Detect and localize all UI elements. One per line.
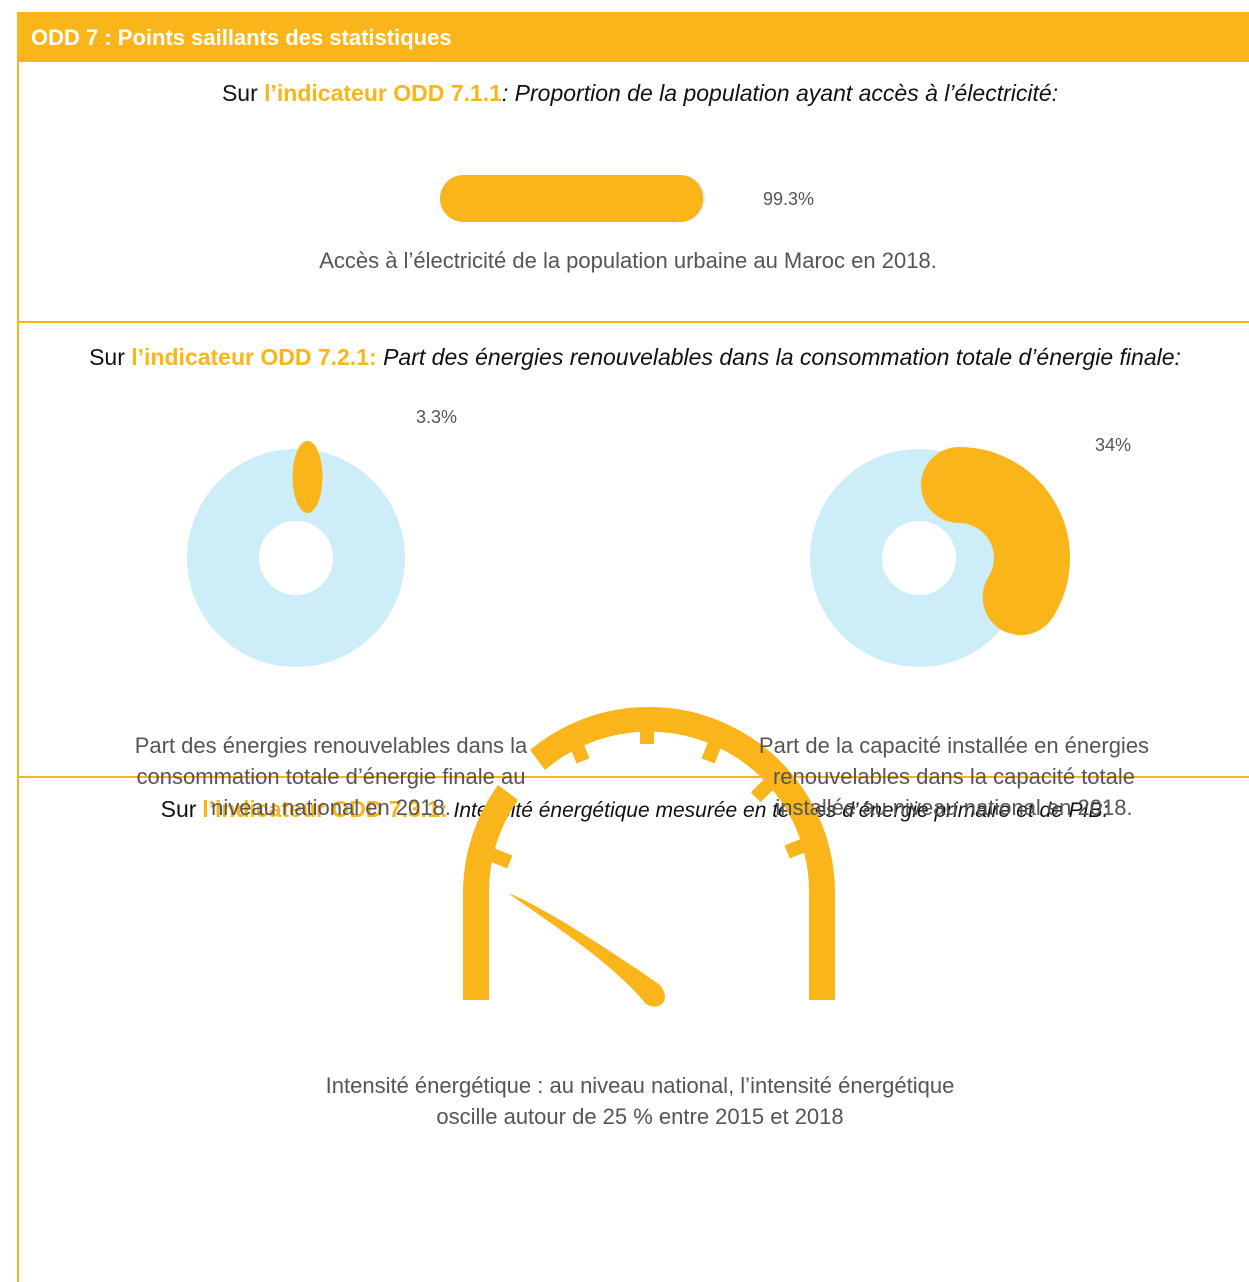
frame-border bbox=[17, 12, 19, 1282]
section-title: Sur l’indicateur ODD 7.2.1: Part des éne… bbox=[30, 340, 1240, 374]
bar bbox=[440, 175, 704, 222]
gauge-arc-right bbox=[530, 706, 836, 1000]
description: Intensité énergétique mesurée en termes … bbox=[453, 799, 1109, 822]
caption: consommation totale d’énergie finale au bbox=[136, 764, 526, 789]
gauge-tick bbox=[750, 769, 784, 803]
indicator: l’indicateur ODD 7.1.1 bbox=[264, 80, 502, 106]
gauge-arc-left bbox=[462, 785, 518, 1000]
donut-track bbox=[810, 449, 1028, 667]
separator bbox=[17, 321, 1249, 323]
gauge-tick bbox=[701, 728, 727, 764]
caption: Intensité énergétique : au niveau nation… bbox=[325, 1073, 955, 1098]
indicator: l’indicateur ODD 7.3.1: bbox=[202, 796, 448, 822]
section-title: Sur l’indicateur ODD 7.3.1: Intensité én… bbox=[20, 796, 1249, 823]
prefix: Sur bbox=[160, 796, 197, 822]
value-label: 99.3% bbox=[763, 189, 814, 209]
header: ODD 7 : Points saillants des statistique… bbox=[17, 12, 1249, 62]
gauge-icon bbox=[462, 706, 836, 1007]
gauge-needle bbox=[508, 893, 665, 1007]
caption: Part des énergies renouvelables dans la bbox=[134, 733, 528, 758]
caption: niveau national en 2018. bbox=[211, 795, 451, 820]
donut-slice bbox=[292, 441, 323, 513]
description: : Proportion de la population ayant accè… bbox=[501, 80, 1059, 106]
separator bbox=[17, 776, 1249, 778]
value-label: 3.3% bbox=[416, 407, 457, 427]
caption: installée au niveau national en 2018. bbox=[775, 795, 1133, 820]
gauge-tick bbox=[477, 843, 513, 869]
description: Part des énergies renouvelables dans la … bbox=[383, 344, 1181, 370]
prefix: Sur bbox=[89, 344, 125, 370]
caption: Part de la capacité installée en énergie… bbox=[758, 733, 1150, 758]
donut-slice bbox=[921, 447, 1070, 636]
gauge-tick bbox=[640, 712, 654, 744]
indicator: l’indicateur ODD 7.2.1: bbox=[131, 344, 377, 370]
caption: Accès à l’électricité de la population u… bbox=[319, 248, 937, 273]
caption: renouvelables dans la capacité totale bbox=[772, 764, 1136, 789]
gauge-tick bbox=[784, 833, 820, 859]
header-title: ODD 7 : Points saillants des statistique… bbox=[31, 25, 452, 50]
caption: oscille autour de 25 % entre 2015 et 201… bbox=[436, 1104, 844, 1129]
prefix: Sur bbox=[221, 80, 258, 106]
section-title: Sur l’indicateur ODD 7.1.1: Proportion d… bbox=[30, 80, 1249, 107]
gauge-tick bbox=[564, 728, 590, 764]
donut-track bbox=[187, 449, 405, 667]
value-label: 34% bbox=[1095, 435, 1131, 455]
